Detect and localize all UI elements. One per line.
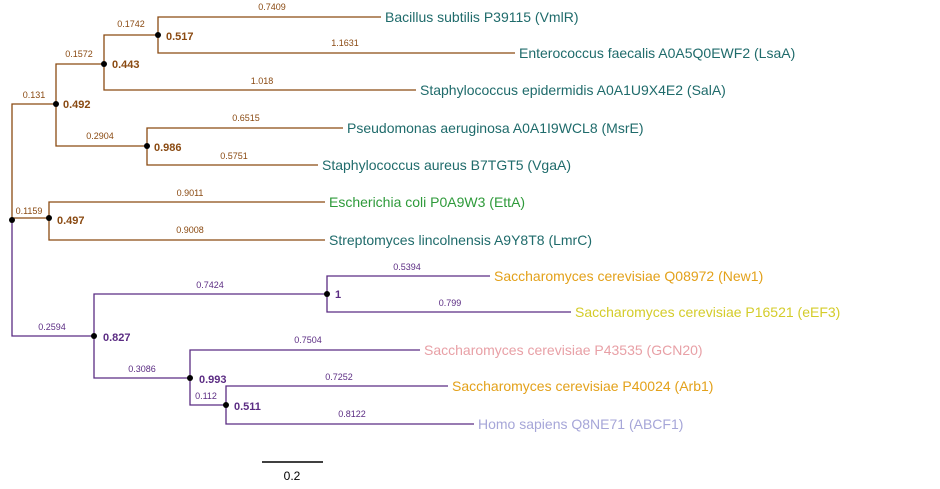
branch-length-n_firm: 0.1572 — [65, 49, 93, 59]
scale-bar-label: 0.2 — [284, 469, 301, 483]
branch-length-n_bacteria: 0.1159 — [16, 206, 43, 216]
support-value-n_firm: 0.443 — [112, 59, 140, 71]
branch-n_bac2 — [11, 217, 49, 220]
leaf-label-staph-epi: Staphylococcus epidermidis A0A1U9X4E2 (S… — [420, 82, 726, 98]
branch-n_arb_abcf — [189, 378, 226, 406]
scale-bar: 0.2 — [262, 461, 323, 483]
branch-length-enterococcus: 1.1631 — [331, 38, 359, 48]
branch-length-n_bac_ent: 0.1742 — [117, 19, 145, 29]
tree-nodes — [9, 32, 330, 408]
node-n_pse_sta — [144, 143, 150, 149]
branch-n_cladeA — [11, 103, 56, 220]
node-n_bac_ent — [155, 32, 161, 38]
branch-length-n_cladeA: 0.131 — [23, 90, 46, 100]
support-value-n_arb_abcf: 0.511 — [234, 401, 261, 413]
branch-staph-aureus — [146, 146, 318, 166]
branch-length-sc-new1: 0.5394 — [393, 262, 421, 272]
branch-length-sc-eef3: 0.799 — [439, 298, 462, 308]
branch-n_bac_ent — [103, 34, 158, 64]
branch-n_gcn_group — [93, 336, 190, 379]
branch-length-sc-arb1: 0.7252 — [325, 372, 353, 382]
branch-length-streptomyces: 0.9008 — [176, 225, 204, 235]
branch-length-staph-aureus: 0.5751 — [220, 151, 248, 161]
branch-length-staph-epi: 1.018 — [251, 76, 274, 86]
branch-sc-arb1 — [225, 385, 448, 405]
branch-sc-gcn20 — [189, 349, 420, 378]
node-n_cladeA — [53, 101, 59, 107]
branch-length-sc-gcn20: 0.7504 — [294, 335, 322, 345]
node-n_arb_abcf — [223, 402, 229, 408]
leaf-label-ecoli: Escherichia coli P0A9W3 (EttA) — [329, 194, 525, 210]
branch-length-ecoli: 0.9011 — [177, 188, 204, 198]
support-value-n_bacteria: 0.497 — [57, 215, 85, 227]
leaf-label-staph-aureus: Staphylococcus aureus B7TGT5 (VgaA) — [322, 157, 571, 173]
leaf-label-sc-gcn20: Saccharomyces cerevisiae P43535 (GCN20) — [424, 342, 703, 358]
node-n_gcn_group — [187, 375, 193, 381]
support-value-n_new1_eef3: 1 — [335, 289, 341, 301]
branch-length-n_eukaryota: 0.2594 — [38, 322, 66, 332]
support-value-n_gcn_group: 0.993 — [199, 374, 227, 386]
support-value-n_cladeA: 0.492 — [63, 99, 91, 111]
leaf-label-homo-abcf1: Homo sapiens Q8NE71 (ABCF1) — [478, 416, 683, 432]
leaf-label-pseudomonas: Pseudomonas aeruginosa A0A1I9WCL8 (MsrE) — [347, 120, 643, 136]
branch-length-n_arb_abcf: 0.112 — [195, 391, 217, 401]
leaf-label-streptomyces: Streptomyces lincolnensis A9Y8T8 (LmrC) — [329, 232, 592, 248]
support-value-n_bac_ent: 0.517 — [166, 31, 194, 43]
branch-streptomyces — [48, 218, 325, 241]
leaf-label-sc-arb1: Saccharomyces cerevisiae P40024 (Arb1) — [452, 378, 713, 394]
branch-length-n_new1_eef3: 0.7424 — [196, 280, 224, 290]
branch-n_eukaryota — [11, 220, 94, 337]
branch-n_new1_eef3 — [93, 293, 327, 336]
branch-length-pseudomonas: 0.6515 — [232, 113, 260, 123]
node-n_bac2 — [46, 215, 52, 221]
branch-pseudomonas — [146, 127, 343, 146]
branch-n_firm — [55, 63, 104, 104]
branch-sc-new1 — [326, 275, 490, 294]
tree-labels: Bacillus subtilis P39115 (VmlR) Enterococ… — [16, 2, 841, 432]
leaf-label-bacillus: Bacillus subtilis P39115 (VmlR) — [385, 9, 578, 25]
node-n_eukaryota — [91, 333, 97, 339]
branch-staph-epi — [103, 64, 416, 91]
branch-bacillus — [157, 16, 381, 35]
branch-length-n_pse_sta: 0.2904 — [86, 131, 114, 141]
node-n_firm — [101, 61, 107, 67]
node-root — [9, 217, 15, 223]
node-n_new1_eef3 — [324, 291, 330, 297]
branch-length-homo-abcf1: 0.8122 — [338, 409, 366, 419]
branch-enterococcus — [157, 35, 515, 54]
branch-ecoli — [48, 201, 325, 218]
tree-branches — [11, 16, 571, 425]
leaf-label-sc-eef3: Saccharomyces cerevisiae P16521 (eEF3) — [575, 304, 840, 320]
leaf-label-sc-new1: Saccharomyces cerevisiae Q08972 (New1) — [494, 268, 763, 284]
branch-sc-eef3 — [326, 294, 571, 313]
branch-length-n_gcn_group: 0.3086 — [128, 364, 156, 374]
branch-homo-abcf1 — [225, 405, 474, 425]
branch-n_pse_sta — [55, 104, 147, 147]
support-value-n_pse_sta: 0.986 — [154, 142, 182, 154]
branch-length-bacillus: 0.7409 — [258, 2, 286, 12]
leaf-label-enterococcus: Enterococcus faecalis A0A5Q0EWF2 (LsaA) — [519, 45, 795, 61]
support-value-n_eukaryota: 0.827 — [103, 332, 131, 344]
